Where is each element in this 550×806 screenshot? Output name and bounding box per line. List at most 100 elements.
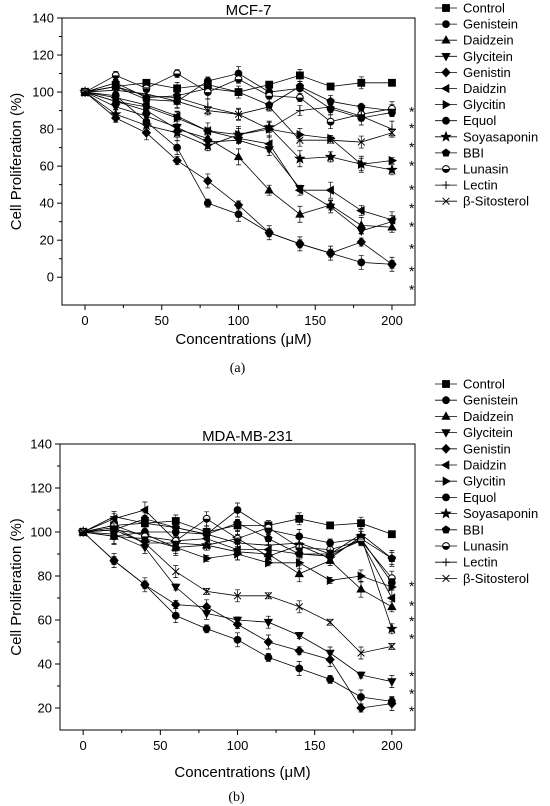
data-point <box>326 136 335 144</box>
y-tick-label: 40 <box>40 196 54 211</box>
data-point <box>356 205 365 216</box>
data-point <box>295 71 304 80</box>
data-point <box>325 185 334 195</box>
data-point <box>202 530 211 539</box>
legend-marker <box>441 443 451 454</box>
data-point <box>325 654 335 665</box>
data-point <box>326 550 335 558</box>
legend-item-beta-sitosterol: β-Sitosterol <box>435 571 529 586</box>
y-tick-label: 60 <box>38 613 52 628</box>
legend-marker <box>441 525 451 534</box>
data-point <box>264 139 273 149</box>
data-point <box>388 78 396 87</box>
data-point <box>140 532 149 541</box>
data-point <box>109 555 119 566</box>
data-point <box>295 539 304 547</box>
y-axis-label: Cell Proliferation (%) <box>8 93 25 231</box>
data-point <box>232 128 245 140</box>
series-beta-sitosterol <box>81 83 396 149</box>
data-point <box>112 96 121 106</box>
panel-label: (a) <box>230 361 246 376</box>
data-point <box>111 71 120 80</box>
data-point <box>388 155 398 166</box>
legend-marker <box>441 411 451 420</box>
x-tick-label: 50 <box>155 313 169 328</box>
legend-marker <box>442 165 450 173</box>
data-point <box>203 88 212 96</box>
data-point <box>357 258 366 267</box>
legend-item-bbi: BBI <box>435 522 484 537</box>
chart-title: MDA-MB-231 <box>202 428 293 445</box>
legend-item-glycitin: Glycitin <box>435 97 506 112</box>
data-point <box>387 698 397 709</box>
legend-item-lunasin: Lunasin <box>435 162 509 177</box>
data-point <box>294 152 306 164</box>
chart-title: MCF-7 <box>226 2 272 19</box>
data-point <box>171 611 180 620</box>
legend-marker <box>441 35 451 44</box>
data-point <box>263 618 274 628</box>
x-tick-label: 100 <box>227 738 249 753</box>
data-point <box>233 518 242 527</box>
significance-star: * <box>409 631 415 647</box>
x-tick-label: 150 <box>304 313 326 328</box>
series-glycitin <box>79 523 397 592</box>
data-point <box>296 136 304 144</box>
significance-star: * <box>409 598 415 614</box>
legend-label: Daidzein <box>463 409 514 424</box>
significance-star: * <box>409 281 415 297</box>
legend-label: Daidzin <box>463 458 506 473</box>
legend-item-beta-sitosterol: β-Sitosterol <box>435 194 529 209</box>
data-point <box>265 80 274 89</box>
legend-label: Genistein <box>463 17 518 32</box>
data-point <box>171 583 181 593</box>
data-point <box>295 558 305 568</box>
data-point <box>357 112 366 121</box>
legend-marker <box>442 197 450 205</box>
data-point <box>326 82 335 91</box>
data-point <box>264 185 274 194</box>
legend-label: β-Sitosterol <box>463 571 529 586</box>
legend-marker <box>442 20 450 29</box>
data-point <box>388 104 396 113</box>
data-point <box>295 603 303 611</box>
legend-label: Daidzein <box>463 33 514 48</box>
legend-item-glycitein: Glycitein <box>435 49 513 64</box>
data-point <box>386 215 396 225</box>
data-point <box>203 553 212 564</box>
legend-label: Lunasin <box>463 539 509 554</box>
legend-marker <box>442 116 450 125</box>
legend-label: Lectin <box>463 178 498 193</box>
data-point <box>140 119 153 131</box>
data-point <box>326 117 335 126</box>
data-point <box>295 664 304 673</box>
y-tick-label: 60 <box>40 159 54 174</box>
data-point <box>357 693 365 701</box>
legend-item-genistin: Genistin <box>435 441 511 456</box>
series-beta-sitosterol <box>79 523 396 660</box>
data-point <box>234 87 243 96</box>
legend-item-glycitein: Glycitein <box>435 425 513 440</box>
data-point <box>295 106 304 115</box>
legend-item-daidzein: Daidzein <box>435 33 514 48</box>
data-point <box>139 505 149 515</box>
legend-marker <box>442 99 452 110</box>
data-point <box>110 526 118 534</box>
data-point <box>262 550 275 562</box>
data-point <box>173 69 182 78</box>
legend-item-soyasaponin: Soyasaponin <box>435 129 538 144</box>
data-point <box>295 514 304 523</box>
data-point <box>202 514 211 523</box>
legend-item-daidzin: Daidzin <box>435 458 506 473</box>
data-point <box>387 574 396 583</box>
data-point <box>325 248 336 259</box>
data-point <box>173 97 181 106</box>
significance-star: * <box>409 578 415 594</box>
data-point <box>203 199 212 208</box>
legend-label: Control <box>463 1 505 16</box>
legend-item-equol: Equol <box>435 490 496 505</box>
data-point <box>388 129 396 137</box>
data-point <box>264 592 273 600</box>
data-point <box>79 528 87 536</box>
